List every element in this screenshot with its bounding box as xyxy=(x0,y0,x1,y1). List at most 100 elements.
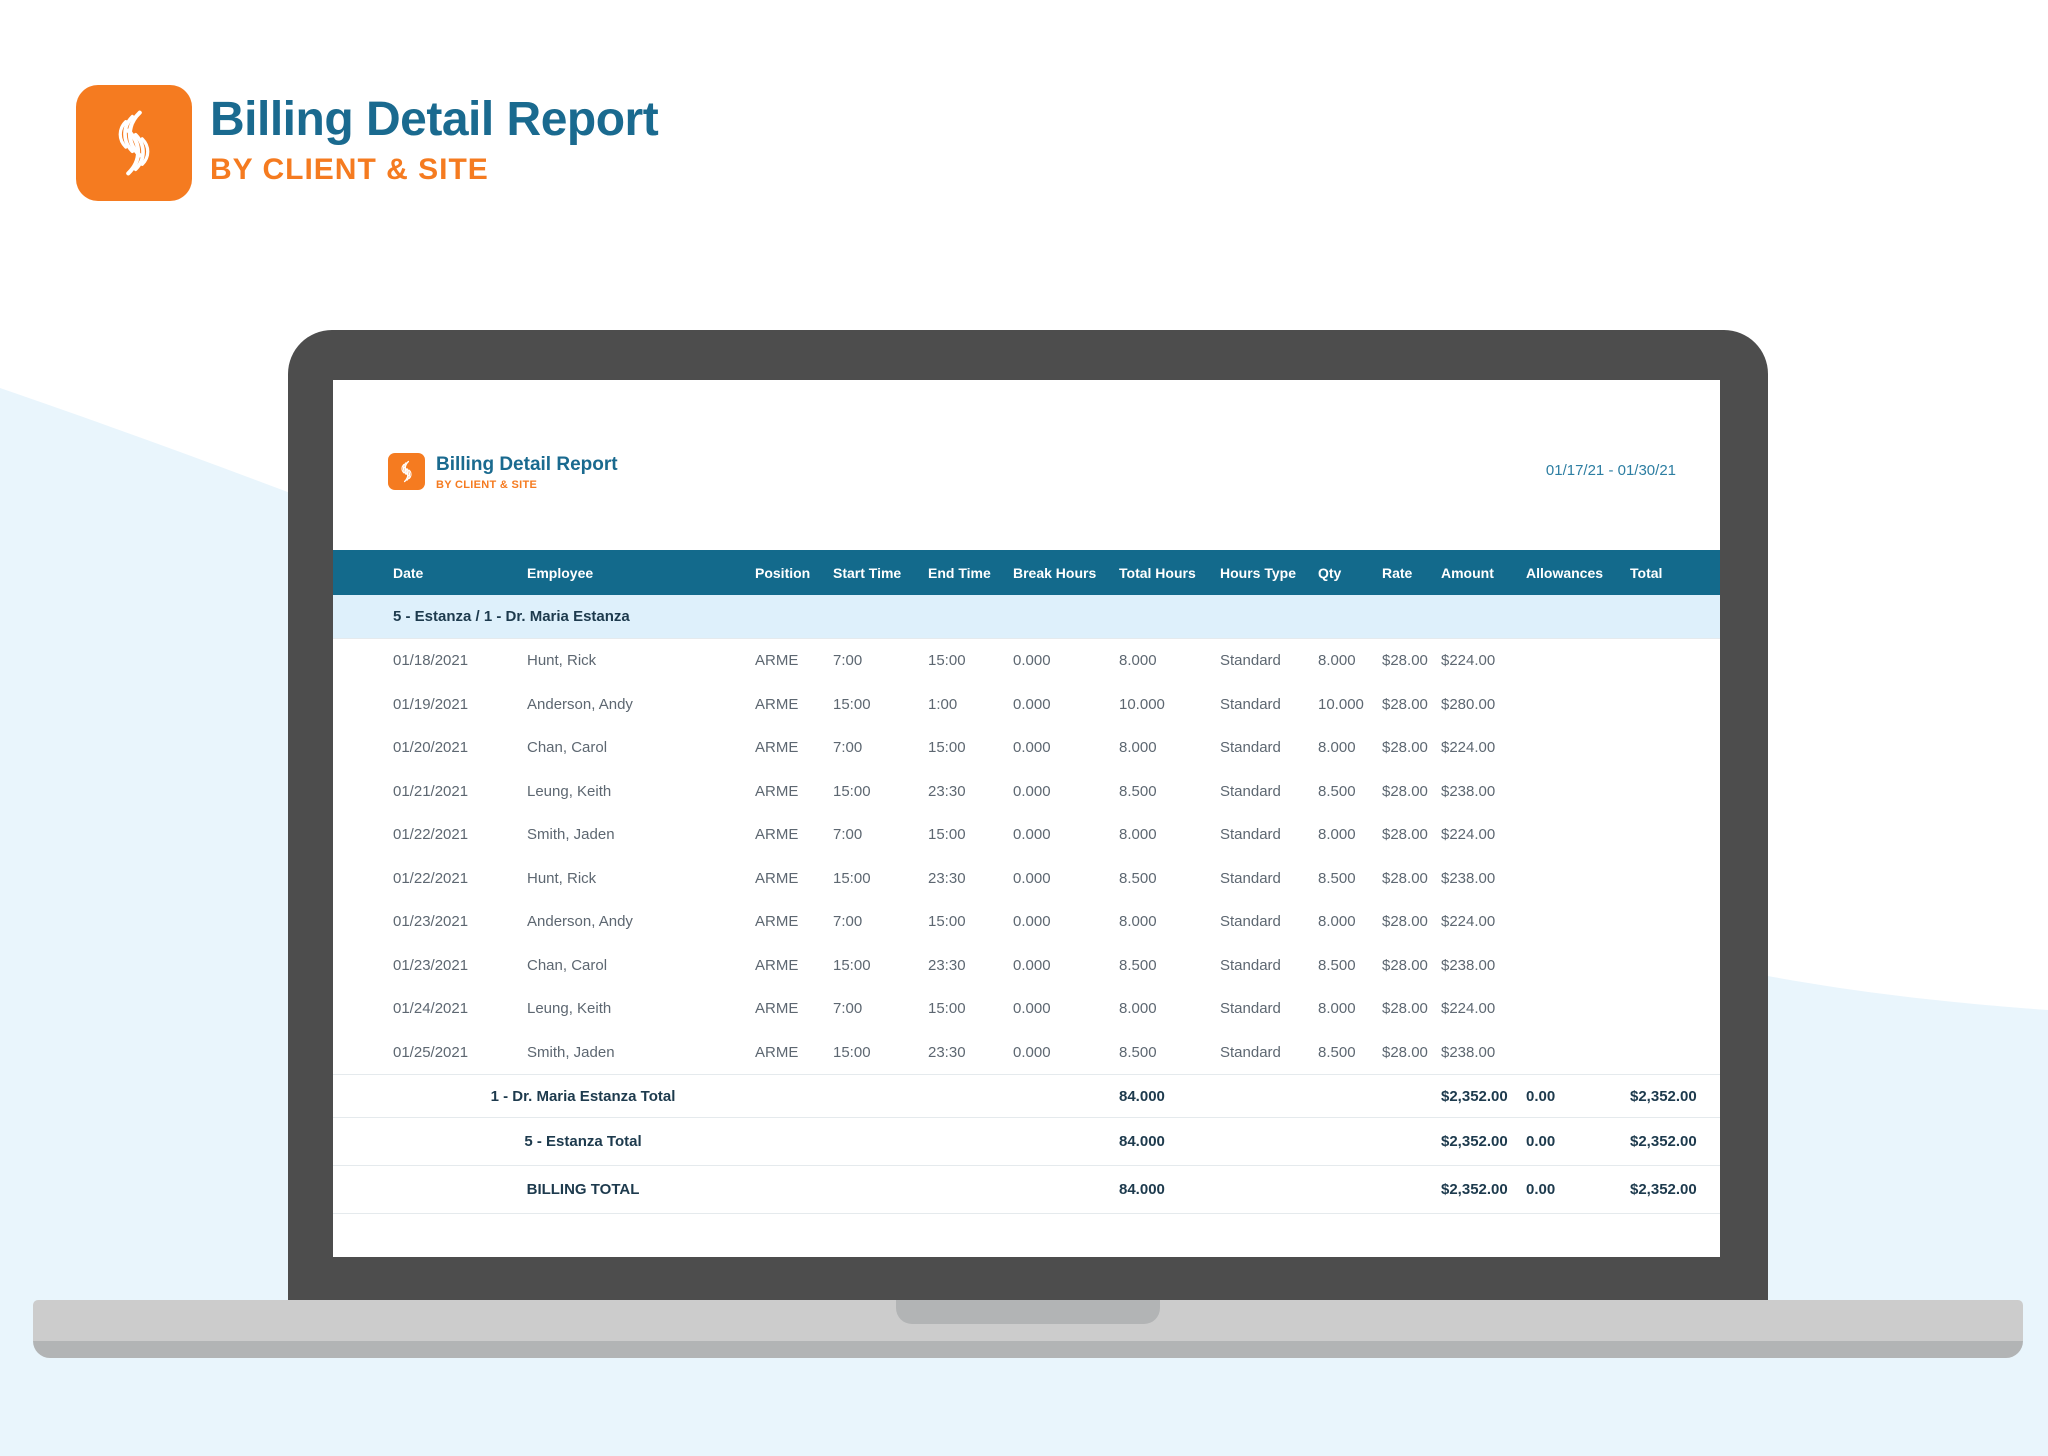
cell-hours-type: Standard xyxy=(1220,1000,1281,1018)
cell-date: 01/24/2021 xyxy=(393,1000,469,1018)
table-row: 01/18/2021 Hunt, Rick ARME 7:00 15:00 0.000 8.… xyxy=(333,639,1720,683)
laptop-screen: Billing Detail Report BY CLIENT & SITE 0… xyxy=(333,380,1720,1257)
cell-break-hours: 0.000 xyxy=(1013,956,1051,974)
cell-hours-type: Standard xyxy=(1220,652,1281,670)
cell-qty: 8.500 xyxy=(1318,869,1356,887)
cell-rate: $28.00 xyxy=(1382,652,1428,670)
cell-position: ARME xyxy=(755,695,799,713)
cell-qty: 8.000 xyxy=(1318,913,1356,931)
cell-break-hours: 0.000 xyxy=(1013,826,1051,844)
billing-table: Date Employee Position Start Time End Time Br… xyxy=(333,550,1720,1214)
cell-hours-type: Standard xyxy=(1220,695,1281,713)
cell-rate: $28.00 xyxy=(1382,782,1428,800)
column-header-employee: Employee xyxy=(527,564,594,581)
cell-amount: $224.00 xyxy=(1441,826,1496,844)
table-row: 01/20/2021 Chan, Carol ARME 7:00 15:00 0.000 8… xyxy=(333,726,1720,770)
cell-position: ARME xyxy=(755,782,799,800)
cell-position: ARME xyxy=(755,826,799,844)
cell-rate: $28.00 xyxy=(1382,695,1428,713)
column-header-total: Total xyxy=(1630,564,1663,581)
column-header-hours-type: Hours Type xyxy=(1220,564,1296,581)
cell-start-time: 15:00 xyxy=(833,695,871,713)
table-footer: 1 - Dr. Maria Estanza Total 84.000 $2,352.… xyxy=(333,1074,1720,1214)
cell-rate: $28.00 xyxy=(1382,1043,1428,1061)
cell-amount: $224.00 xyxy=(1441,1000,1496,1018)
cell-start-time: 7:00 xyxy=(833,913,863,931)
column-header-rate: Rate xyxy=(1382,564,1413,581)
cell-end-time: 23:30 xyxy=(928,782,966,800)
column-header-date: Date xyxy=(393,564,424,581)
cell-total-hours: 8.500 xyxy=(1119,956,1157,974)
cell-qty: 8.000 xyxy=(1318,826,1356,844)
cell-break-hours: 0.000 xyxy=(1013,869,1051,887)
cell-end-time: 1:00 xyxy=(928,695,958,713)
table-row: 01/24/2021 Leung, Keith ARME 7:00 15:00 0.000… xyxy=(333,987,1720,1031)
cell-qty: 8.500 xyxy=(1318,956,1356,974)
swirl-logo-icon xyxy=(401,460,412,483)
cell-amount: $238.00 xyxy=(1441,782,1496,800)
cell-total-hours: 8.500 xyxy=(1119,782,1157,800)
cell-hours-type: Standard xyxy=(1220,869,1281,887)
table-row: 01/21/2021 Leung, Keith ARME 15:00 23:30 0.00… xyxy=(333,770,1720,814)
page-title-block: Billing Detail Report BY CLIENT & SITE xyxy=(210,85,659,201)
laptop-base-lip xyxy=(33,1341,2023,1358)
cell-break-hours: 0.000 xyxy=(1013,782,1051,800)
cell-amount: $224.00 xyxy=(1441,652,1496,670)
page-header: Billing Detail Report BY CLIENT & SITE xyxy=(76,85,659,201)
total-row-label: BILLING TOTAL xyxy=(526,1181,640,1198)
cell-employee: Hunt, Rick xyxy=(527,869,597,887)
cell-total-hours: 8.500 xyxy=(1119,869,1157,887)
cell-position: ARME xyxy=(755,652,799,670)
total-hours-value: 84.000 xyxy=(1119,1087,1165,1105)
total-row-label: 5 - Estanza Total xyxy=(524,1133,642,1150)
cell-total-hours: 8.000 xyxy=(1119,652,1157,670)
cell-hours-type: Standard xyxy=(1220,1043,1281,1061)
cell-employee: Chan, Carol xyxy=(527,739,608,757)
cell-start-time: 15:00 xyxy=(833,782,871,800)
cell-start-time: 7:00 xyxy=(833,739,863,757)
cell-rate: $28.00 xyxy=(1382,1000,1428,1018)
report-header: Billing Detail Report BY CLIENT & SITE 0… xyxy=(333,380,1720,550)
cell-employee: Smith, Jaden xyxy=(527,826,615,844)
total-amount-value: $2,352.00 xyxy=(1441,1133,1508,1150)
laptop-base-top xyxy=(33,1300,2023,1341)
cell-date: 01/23/2021 xyxy=(393,913,469,931)
report-title-block: Billing Detail Report BY CLIENT & SITE xyxy=(436,454,618,491)
cell-start-time: 7:00 xyxy=(833,1000,863,1018)
cell-date: 01/25/2021 xyxy=(393,1043,469,1061)
cell-break-hours: 0.000 xyxy=(1013,1043,1051,1061)
table-row: 01/25/2021 Smith, Jaden ARME 15:00 23:30 0.00… xyxy=(333,1031,1720,1075)
cell-date: 01/22/2021 xyxy=(393,826,469,844)
cell-employee: Chan, Carol xyxy=(527,956,608,974)
column-header-allowances: Allowances xyxy=(1526,564,1604,581)
total-hours-value: 84.000 xyxy=(1119,1181,1165,1198)
total-row: 1 - Dr. Maria Estanza Total 84.000 $2,352.… xyxy=(333,1074,1720,1118)
cell-employee: Smith, Jaden xyxy=(527,1043,615,1061)
report-title: Billing Detail Report xyxy=(436,454,618,475)
cell-amount: $280.00 xyxy=(1441,695,1496,713)
cell-employee: Leung, Keith xyxy=(527,782,612,800)
cell-date: 01/18/2021 xyxy=(393,652,469,670)
cell-start-time: 15:00 xyxy=(833,956,871,974)
cell-qty: 8.500 xyxy=(1318,782,1356,800)
cell-position: ARME xyxy=(755,1000,799,1018)
cell-hours-type: Standard xyxy=(1220,782,1281,800)
cell-start-time: 15:00 xyxy=(833,869,871,887)
table-row: 01/22/2021 Smith, Jaden ARME 7:00 15:00 0.000… xyxy=(333,813,1720,857)
cell-rate: $28.00 xyxy=(1382,869,1428,887)
cell-employee: Leung, Keith xyxy=(527,1000,612,1018)
total-allowances-value: 0.00 xyxy=(1526,1087,1556,1105)
report-subtitle: BY CLIENT & SITE xyxy=(436,479,538,491)
cell-qty: 8.500 xyxy=(1318,1043,1356,1061)
cell-total-hours: 8.000 xyxy=(1119,913,1157,931)
group-header-row: 5 - Estanza / 1 - Dr. Maria Estanza xyxy=(333,595,1720,639)
total-hours-value: 84.000 xyxy=(1119,1133,1165,1150)
cell-break-hours: 0.000 xyxy=(1013,1000,1051,1018)
cell-end-time: 15:00 xyxy=(928,739,966,757)
cell-start-time: 7:00 xyxy=(833,652,863,670)
table-row: 01/22/2021 Hunt, Rick ARME 15:00 23:30 0.000 8… xyxy=(333,857,1720,901)
total-total-value: $2,352.00 xyxy=(1630,1133,1697,1150)
cell-amount: $238.00 xyxy=(1441,1043,1496,1061)
cell-total-hours: 8.500 xyxy=(1119,1043,1157,1061)
